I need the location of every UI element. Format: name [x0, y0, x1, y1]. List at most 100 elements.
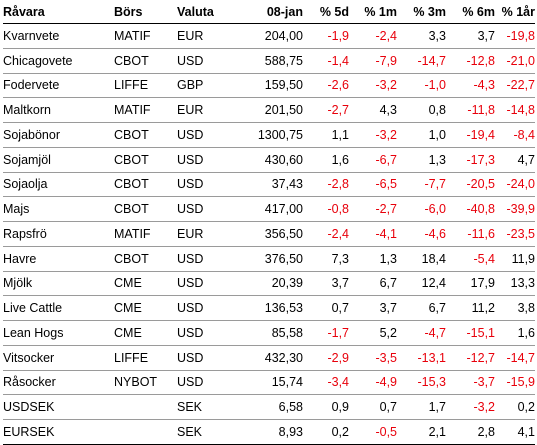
cell-change-5d: 7,3 — [303, 246, 349, 272]
cell-price: 136,53 — [235, 295, 303, 321]
cell-price: 1300,75 — [235, 122, 303, 148]
table-header-row: Råvara Börs Valuta 08-jan % 5d % 1m % 3m… — [3, 0, 535, 24]
cell-exchange — [114, 419, 177, 445]
cell-currency: USD — [177, 147, 235, 173]
header-change-1m: % 1m — [349, 0, 397, 24]
table-row: Mjölk CME USD 20,39 3,7 6,7 12,4 17,9 13,3 — [3, 271, 535, 297]
cell-change-6m: -17,3 — [446, 147, 495, 173]
cell-change-3m: -7,7 — [397, 172, 446, 198]
cell-commodity: Maltkorn — [3, 97, 114, 123]
cell-change-3m: 3,3 — [397, 23, 446, 49]
cell-currency: USD — [177, 370, 235, 396]
cell-change-5d: -2,7 — [303, 97, 349, 123]
cell-change-3m: 12,4 — [397, 271, 446, 297]
table-row: Fodervete LIFFE GBP 159,50 -2,6 -3,2 -1,0 -4,3-… — [3, 73, 535, 99]
cell-commodity: Kvarnvete — [3, 23, 114, 49]
cell-exchange: CBOT — [114, 196, 177, 222]
cell-currency: USD — [177, 122, 235, 148]
cell-commodity: Råsocker — [3, 370, 114, 396]
cell-change-1m: -7,9 — [349, 48, 397, 74]
cell-commodity: Rapsfrö — [3, 221, 114, 247]
cell-currency: EUR — [177, 23, 235, 49]
cell-exchange: LIFFE — [114, 73, 177, 99]
cell-exchange: CME — [114, 271, 177, 297]
header-commodity: Råvara — [3, 0, 114, 24]
header-change-3m: % 3m — [397, 0, 446, 24]
cell-change-1y: 0,2 — [495, 394, 535, 420]
cell-change-5d: 1,1 — [303, 122, 349, 148]
cell-change-6m: 11,2 — [446, 295, 495, 321]
cell-commodity: Vitsocker — [3, 345, 114, 371]
cell-commodity: Lean Hogs — [3, 320, 114, 346]
cell-change-1m: 4,3 — [349, 97, 397, 123]
cell-commodity: Sojabönor — [3, 122, 114, 148]
header-change-6m: % 6m — [446, 0, 495, 24]
table-row: Lean Hogs CME USD 85,58 -1,7 5,2 -4,7 -15,1 1,6 — [3, 320, 535, 346]
cell-change-1y: 4,7 — [495, 147, 535, 173]
cell-commodity: Sojamjöl — [3, 147, 114, 173]
cell-commodity: Majs — [3, 196, 114, 222]
cell-change-5d: -3,4 — [303, 370, 349, 396]
cell-change-3m: -14,7 — [397, 48, 446, 74]
cell-commodity: Fodervete — [3, 73, 114, 99]
table-body: Kvarnvete MATIF EUR 204,00 -1,9 -2,4 3,3 3,7 -19… — [3, 23, 535, 445]
cell-change-5d: -2,6 — [303, 73, 349, 99]
cell-change-1y: 1,6 — [495, 320, 535, 346]
cell-change-6m: -5,4 — [446, 246, 495, 272]
cell-currency: USD — [177, 48, 235, 74]
cell-change-1y: -22,7 — [495, 73, 535, 99]
cell-price: 6,58 — [235, 394, 303, 420]
cell-currency: USD — [177, 271, 235, 297]
cell-change-1m: 1,3 — [349, 246, 397, 272]
cell-commodity: Sojaolja — [3, 172, 114, 198]
cell-change-5d: -1,4 — [303, 48, 349, 74]
cell-price: 376,50 — [235, 246, 303, 272]
cell-change-3m: 0,8 — [397, 97, 446, 123]
cell-change-3m: -6,0 — [397, 196, 446, 222]
cell-currency: USD — [177, 295, 235, 321]
cell-price: 8,93 — [235, 419, 303, 445]
cell-currency: EUR — [177, 97, 235, 123]
cell-change-6m: -20,5 — [446, 172, 495, 198]
cell-change-1m: 6,7 — [349, 271, 397, 297]
table-row: Rapsfrö MATIF EUR 356,50 -2,4 -4,1 -4,6 -11,6 -2… — [3, 221, 535, 247]
cell-exchange: MATIF — [114, 221, 177, 247]
cell-change-1m: 5,2 — [349, 320, 397, 346]
cell-change-5d: -1,9 — [303, 23, 349, 49]
cell-price: 417,00 — [235, 196, 303, 222]
header-price: 08-jan — [235, 0, 303, 24]
cell-change-1y: 13,3 — [495, 271, 535, 297]
cell-change-1y: 4,1 — [495, 419, 535, 445]
cell-commodity: EURSEK — [3, 419, 114, 445]
cell-change-3m: 1,3 — [397, 147, 446, 173]
cell-change-3m: 18,4 — [397, 246, 446, 272]
cell-change-1y: -14,8 — [495, 97, 535, 123]
cell-change-6m: 17,9 — [446, 271, 495, 297]
table-row: Sojaolja CBOT USD 37,43 -2,8 -6,5 -7,7 -20,5 -24… — [3, 172, 535, 198]
cell-change-1y: -14,7 — [495, 345, 535, 371]
table-row: Live Cattle CME USD 136,53 0,7 3,7 6,7 11,2 3,8 — [3, 295, 535, 321]
cell-currency: USD — [177, 196, 235, 222]
cell-change-1m: 3,7 — [349, 295, 397, 321]
cell-change-5d: -2,9 — [303, 345, 349, 371]
cell-change-1y: 3,8 — [495, 295, 535, 321]
cell-currency: SEK — [177, 419, 235, 445]
cell-price: 85,58 — [235, 320, 303, 346]
cell-price: 159,50 — [235, 73, 303, 99]
cell-change-5d: -1,7 — [303, 320, 349, 346]
cell-change-1y: -19,8 — [495, 23, 535, 49]
cell-change-6m: -11,8 — [446, 97, 495, 123]
cell-change-5d: 0,2 — [303, 419, 349, 445]
cell-change-5d: 0,7 — [303, 295, 349, 321]
cell-change-1m: -3,2 — [349, 122, 397, 148]
cell-price: 356,50 — [235, 221, 303, 247]
cell-currency: USD — [177, 345, 235, 371]
cell-change-3m: -1,0 — [397, 73, 446, 99]
cell-currency: USD — [177, 320, 235, 346]
cell-change-6m: -12,8 — [446, 48, 495, 74]
cell-price: 588,75 — [235, 48, 303, 74]
table-row: Råsocker NYBOT USD 15,74 -3,4 -4,9 -15,3 -3,7 -1… — [3, 370, 535, 396]
cell-currency: USD — [177, 172, 235, 198]
header-change-5d: % 5d — [303, 0, 349, 24]
cell-change-3m: -4,6 — [397, 221, 446, 247]
